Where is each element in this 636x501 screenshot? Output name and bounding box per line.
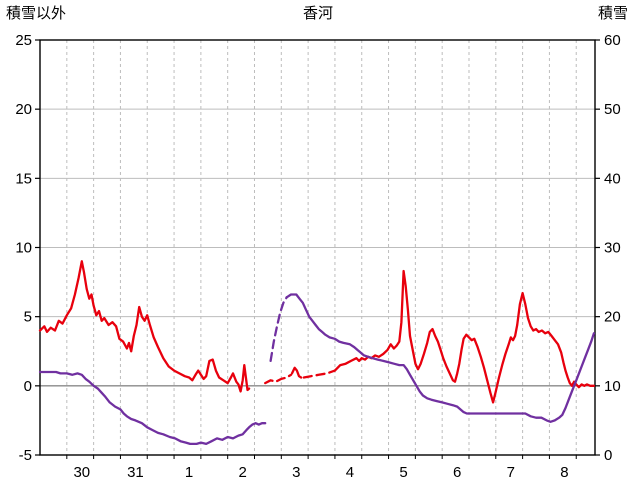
left-axis-tick-label: 15 [15,170,32,187]
x-axis-tick-label: 7 [507,464,515,481]
x-axis-tick-label: 30 [73,464,90,481]
x-axis-tick-label: 4 [346,464,354,481]
right-axis-tick-label: 60 [604,32,621,49]
red-line-solid-segment [333,269,596,404]
red-line-solid-segment [38,260,251,393]
right-axis-tick-label: 30 [604,240,621,257]
purple-line-solid-segment [285,293,596,423]
left-axis-tick-label: -5 [19,447,32,464]
x-axis-tick-label: 1 [185,464,193,481]
purple-line-solid-segment [38,370,267,446]
right-axis-tick-label: 0 [604,447,612,464]
chart-title: 香河 [302,5,333,22]
x-axis-tick-label: 31 [127,464,144,481]
right-axis-tick-label: 40 [604,170,621,187]
right-axis-tick-label: 50 [604,101,621,118]
left-axis-title: 積雪以外 [6,5,67,22]
right-axis-tick-label: 20 [604,309,621,326]
x-axis-tick-label: 6 [453,464,461,481]
x-axis-tick-label: 2 [239,464,247,481]
x-axis-tick-label: 5 [399,464,407,481]
left-axis-tick-label: 0 [24,378,32,395]
right-axis-tick-label: 10 [604,378,621,395]
red-line-dashed-segment [264,373,293,385]
x-axis-tick-label: 3 [292,464,300,481]
purple-line-dashed-segment [269,296,288,363]
left-axis-tick-label: 10 [15,240,32,257]
left-axis-tick-label: 20 [15,101,32,118]
x-axis-tick-label: 8 [560,464,568,481]
left-axis-tick-label: 5 [24,309,32,326]
red-line-dashed-segment [302,369,337,379]
red-line-solid-segment [290,366,303,379]
right-axis-title: 積雪 [597,5,628,22]
left-axis-tick-label: 25 [15,32,32,49]
